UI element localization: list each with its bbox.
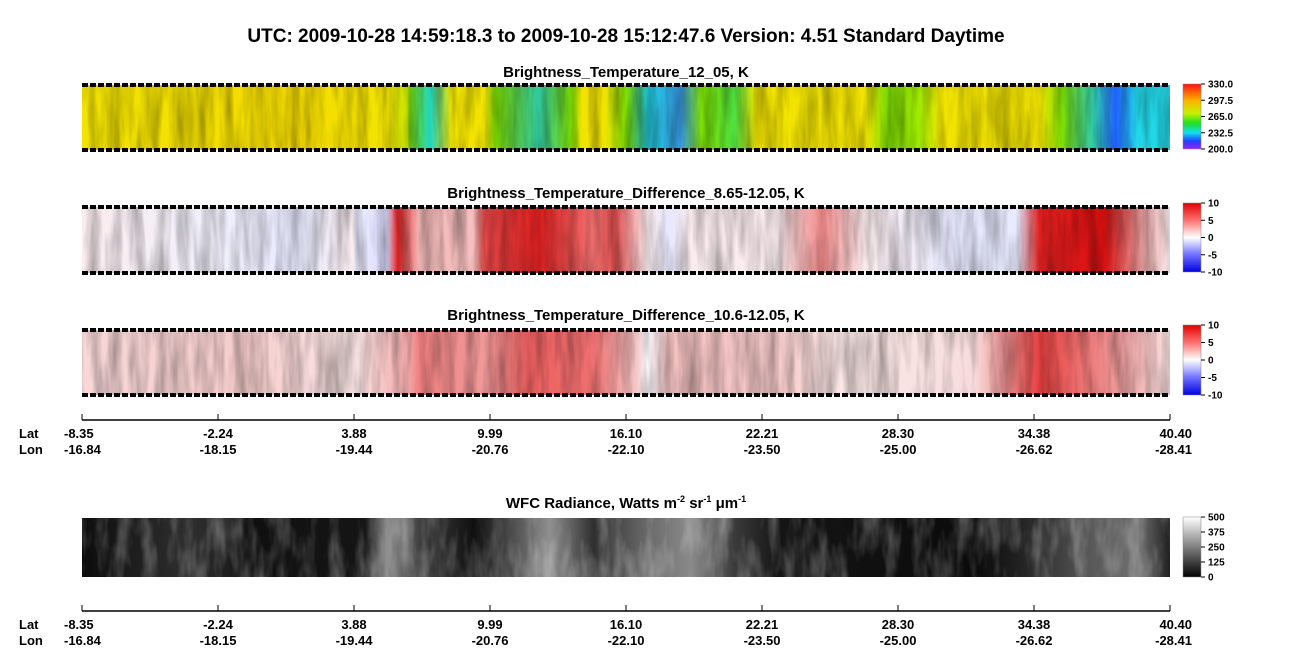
colorbar-label: 265.0 [1208,112,1233,123]
lat-label: 16.10 [610,617,643,632]
lat-label: 3.88 [341,426,366,441]
colorbar-label: -5 [1208,250,1217,261]
lat-label: -2.24 [203,617,233,632]
lon-label: -28.41 [1155,633,1192,648]
panel-title: Brightness_Temperature_Difference_8.65-1… [447,185,805,202]
panel-title: WFC Radiance, Watts m-2 sr-1 μm-1 [506,494,746,512]
lon-label: -25.00 [880,633,917,648]
texture [82,330,1170,395]
colorbar-label: 330.0 [1208,80,1233,91]
texture [82,85,1170,150]
lon-label: -19.44 [336,633,374,648]
panel-title: Brightness_Temperature_Difference_10.6-1… [447,307,805,324]
lat-label: 34.38 [1018,426,1051,441]
lon-label: -20.76 [472,442,509,457]
lat-label: 28.30 [882,617,915,632]
lat-label: 9.99 [477,617,502,632]
colorbar-label: -10 [1208,391,1223,402]
colorbar-label: 375 [1208,528,1225,539]
lat-label: 9.99 [477,426,502,441]
lat-label: 40.40 [1159,426,1192,441]
lat-label: -8.35 [64,426,94,441]
panel-title: Brightness_Temperature_12_05, K [503,64,749,81]
texture [82,207,1170,273]
colorbar-label: 0 [1208,356,1214,367]
texture [82,518,1170,577]
colorbar-label: 297.5 [1208,96,1233,107]
lon-label: -23.50 [744,442,781,457]
colorbar-label: 200.0 [1208,145,1233,156]
page-title: UTC: 2009-10-28 14:59:18.3 to 2009-10-28… [247,26,1004,47]
colorbar [1182,202,1202,273]
lon-label: -16.84 [64,442,102,457]
lon-label: -19.44 [336,442,374,457]
lat-label: -8.35 [64,617,94,632]
colorbar-label: 500 [1208,513,1225,524]
colorbar-label: 232.5 [1208,128,1233,139]
lat-label: 22.21 [746,617,779,632]
axis-label: Lon [19,633,43,648]
axis-label: Lat [19,617,39,632]
colorbar-label: 125 [1208,558,1225,569]
lon-label: -22.10 [608,442,645,457]
colorbar-label: 250 [1208,543,1225,554]
lon-label: -18.15 [200,442,237,457]
colorbar [1182,516,1202,578]
lon-label: -22.10 [608,633,645,648]
lon-label: -25.00 [880,442,917,457]
colorbar-label: 5 [1208,216,1214,227]
lon-label: -16.84 [64,633,102,648]
lat-label: 34.38 [1018,617,1051,632]
lon-label: -28.41 [1155,442,1192,457]
lat-label: 3.88 [341,617,366,632]
lon-label: -23.50 [744,633,781,648]
colorbar-label: 5 [1208,338,1214,349]
lon-label: -20.76 [472,633,509,648]
lon-label: -26.62 [1016,633,1053,648]
lon-label: -26.62 [1016,442,1053,457]
colorbar-label: -5 [1208,373,1217,384]
lat-label: 22.21 [746,426,779,441]
colorbar-label: 0 [1208,573,1214,584]
axis-label: Lat [19,426,39,441]
lat-label: -2.24 [203,426,233,441]
lon-label: -18.15 [200,633,237,648]
colorbar-label: -10 [1208,268,1223,279]
axis-label: Lon [19,442,43,457]
colorbar [1182,83,1202,150]
colorbar-label: 0 [1208,233,1214,244]
colorbar-label: 10 [1208,321,1220,332]
colorbar-label: 10 [1208,199,1220,210]
colorbar [1182,324,1202,396]
lat-label: 28.30 [882,426,915,441]
lat-label: 16.10 [610,426,643,441]
lat-label: 40.40 [1159,617,1192,632]
